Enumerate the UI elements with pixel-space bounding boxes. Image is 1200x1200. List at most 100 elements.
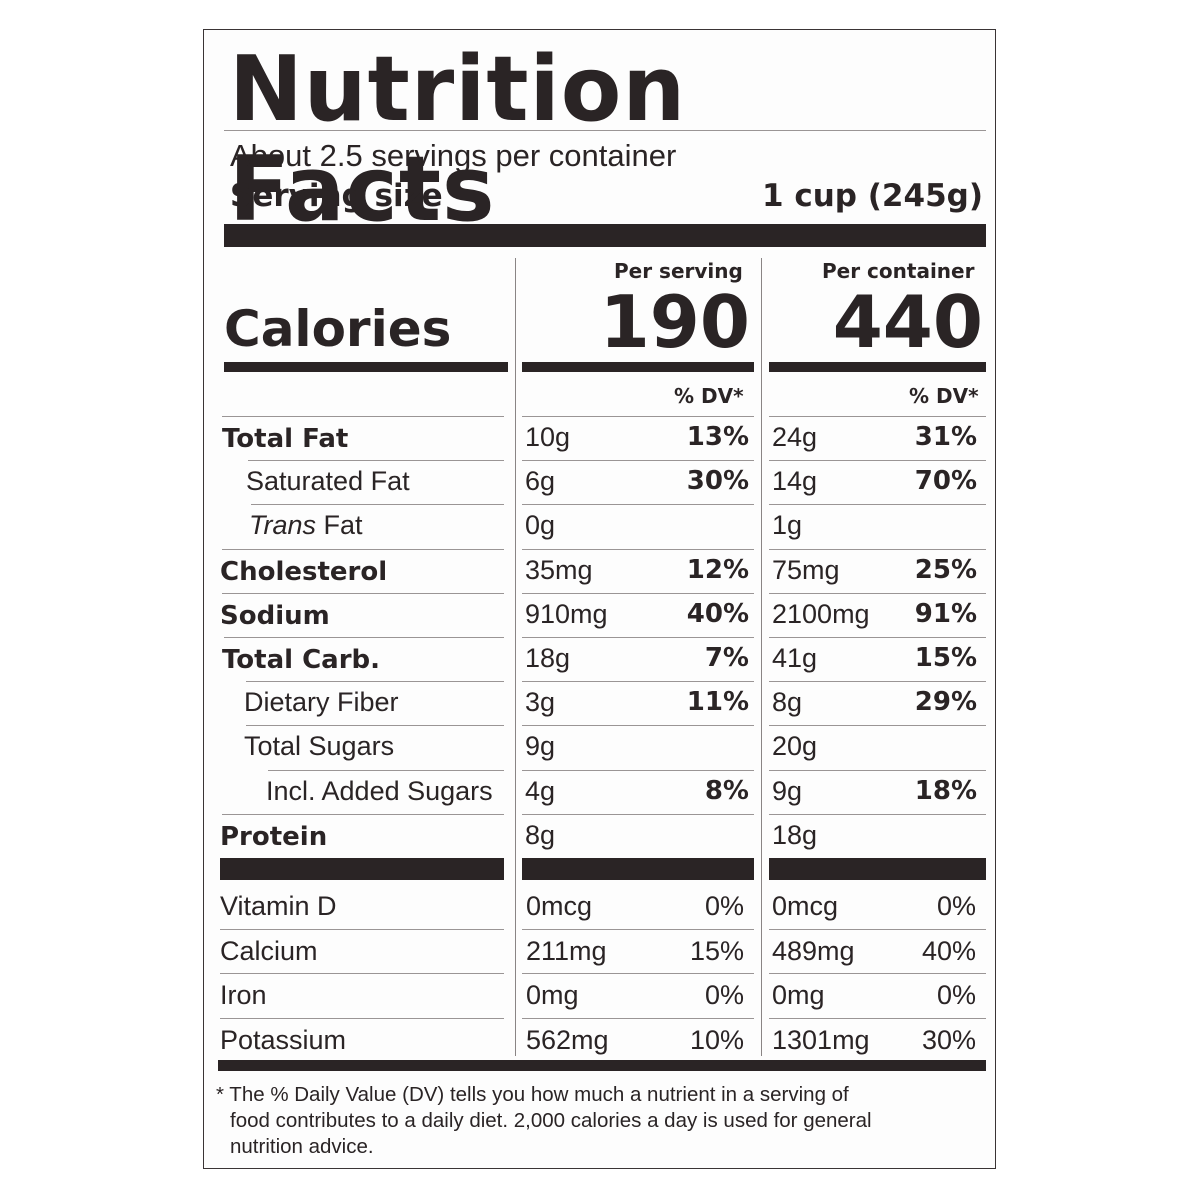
amount-per-serving: 0mcg <box>526 891 593 921</box>
row-rule-mid <box>522 813 754 815</box>
vitamin-name: Iron <box>220 980 267 1010</box>
row-rule-right <box>769 548 986 550</box>
nutrition-facts-label: Nutrition Facts About 2.5 servings per c… <box>203 29 996 1169</box>
nutrient-row: Saturated Fat 6g 30% 14g 70% <box>204 460 997 504</box>
amount-per-container: 9g <box>772 775 803 806</box>
row-rule-left <box>246 725 504 727</box>
dv-per-serving: 13% <box>686 422 749 452</box>
column-divider-1 <box>515 258 516 1056</box>
nutrient-name: Total Carb. <box>222 645 381 675</box>
amount-per-serving: 910mg <box>525 598 608 629</box>
dv-per-serving: 12% <box>686 554 749 585</box>
row-rule-left <box>220 1017 504 1019</box>
row-rule-mid <box>522 769 754 771</box>
row-rule-right <box>769 813 986 815</box>
nutrient-name: Cholesterol <box>220 556 388 587</box>
dv-per-container: 15% <box>914 643 977 673</box>
row-rule-left <box>222 813 504 815</box>
row-rule-left <box>222 592 504 594</box>
amount-per-container: 489mg <box>772 935 855 966</box>
footnote: * The % Daily Value (DV) tells you how m… <box>216 1082 956 1160</box>
row-rule-left <box>220 928 504 930</box>
thick-divider-mid <box>522 858 754 880</box>
row-rule-right <box>769 769 986 771</box>
row-rule-mid <box>522 592 754 594</box>
row-rule-right <box>769 973 986 974</box>
dv-per-container: 18% <box>914 775 977 806</box>
thick-divider-bottom <box>218 1060 986 1071</box>
amount-per-container: 2100mg <box>772 598 870 629</box>
row-rule-right <box>769 504 986 506</box>
serving-size-label: Serving size <box>230 178 443 214</box>
amount-per-container: 0mcg <box>772 891 839 921</box>
nutrient-name-text: Fat <box>316 510 363 541</box>
vitamin-name: Potassium <box>220 1024 347 1055</box>
row-rule-mid <box>522 725 754 727</box>
calories-per-container: 440 <box>832 280 983 364</box>
amount-per-serving: 6g <box>525 466 556 497</box>
amount-per-container: 41g <box>772 643 818 673</box>
vitamin-row: Potassium 562mg 10% 1301mg 30% <box>204 1017 997 1063</box>
row-rule-right <box>769 725 986 727</box>
amount-per-serving: 4g <box>525 775 556 806</box>
dv-per-serving: 0% <box>704 891 744 921</box>
row-rule-left <box>246 681 504 683</box>
amount-per-serving: 8g <box>525 819 556 850</box>
row-rule-right <box>769 1017 986 1019</box>
row-rule-left <box>222 416 504 417</box>
nutrient-name: Total Sugars <box>244 731 395 762</box>
nutrient-row: Total Carb. 18g 7% 41g 15% <box>204 637 997 681</box>
serving-size-value: 1 cup (245g) <box>761 178 983 214</box>
nutrient-name: Incl. Added Sugars <box>266 775 493 806</box>
nutrient-name-italic: Trans <box>249 510 317 541</box>
amount-per-container: 20g <box>772 731 818 762</box>
row-rule-mid <box>522 460 754 462</box>
row-rule-right <box>769 681 986 683</box>
nutrient-name: Protein <box>220 821 328 852</box>
amount-per-serving: 562mg <box>526 1024 609 1055</box>
row-rule-mid <box>522 1017 754 1019</box>
dv-header-container: % DV* <box>909 384 979 408</box>
row-rule-left <box>251 504 504 506</box>
footnote-line-1: * The % Daily Value (DV) tells you how m… <box>216 1083 849 1106</box>
row-rule-left <box>222 548 504 550</box>
calories-per-serving: 190 <box>599 280 750 364</box>
amount-per-container: 14g <box>772 466 818 497</box>
dv-per-serving: 40% <box>686 598 749 629</box>
nutrient-name: Trans Fat <box>249 510 363 541</box>
nutrient-row: Total Sugars 9g 20g <box>204 725 997 769</box>
nutrient-name: Sodium <box>220 600 330 631</box>
amount-per-container: 0mg <box>772 980 825 1010</box>
amount-per-serving: 0mg <box>526 980 579 1010</box>
vitamin-name: Calcium <box>220 935 318 966</box>
thick-divider-right <box>769 858 986 880</box>
footnote-line-2: food contributes to a daily diet. 2,000 … <box>230 1109 872 1132</box>
nutrient-row: Dietary Fiber 3g 11% 8g 29% <box>204 681 997 725</box>
nutrient-row: Protein 8g 18g <box>204 813 997 858</box>
title-divider <box>224 130 986 131</box>
nutrient-name: Saturated Fat <box>246 466 410 497</box>
amount-per-container: 1301mg <box>772 1024 870 1055</box>
row-rule-mid <box>522 637 754 638</box>
column-divider-2 <box>761 258 762 1056</box>
dv-per-container: 25% <box>914 554 977 585</box>
dv-per-container: 0% <box>936 980 976 1010</box>
amount-per-serving: 10g <box>525 422 571 452</box>
dv-per-container: 0% <box>936 891 976 921</box>
amount-per-container: 1g <box>772 510 803 541</box>
per-container-header: Per container <box>822 259 975 283</box>
dv-per-container: 29% <box>914 687 977 718</box>
dv-per-serving: 30% <box>686 466 749 497</box>
dv-per-serving: 0% <box>704 980 744 1010</box>
row-rule-mid <box>522 973 754 974</box>
amount-per-serving: 211mg <box>526 935 607 966</box>
nutrient-row: Incl. Added Sugars 4g 8% 9g 18% <box>204 769 997 814</box>
dv-per-container: 30% <box>921 1024 976 1055</box>
servings-per-container: About 2.5 servings per container <box>230 138 677 173</box>
row-rule-left <box>220 973 504 974</box>
row-rule-right <box>769 592 986 594</box>
nutrient-row: Sodium 910mg 40% 2100mg 91% <box>204 592 997 637</box>
label-title: Nutrition Facts <box>229 37 687 242</box>
dv-per-container: 40% <box>921 935 976 966</box>
row-rule-mid <box>522 416 754 417</box>
